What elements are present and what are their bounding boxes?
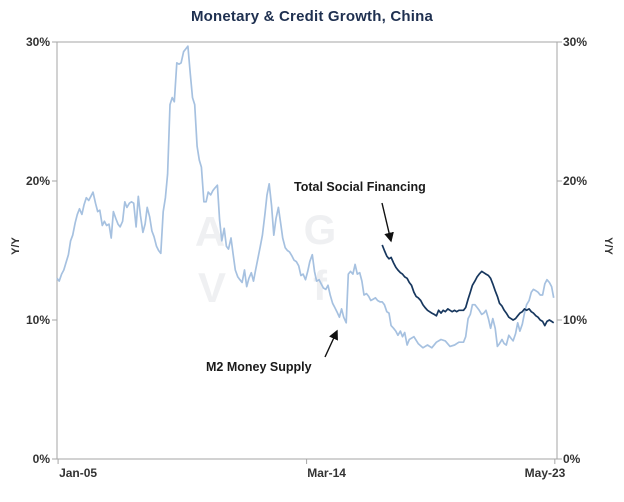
m2-annotation-arrow	[324, 329, 338, 358]
y-tick-label-right: 0%	[563, 452, 581, 466]
axis-tick-marks	[52, 41, 562, 464]
tsf-annotation-arrow	[381, 202, 394, 243]
y-tick-label-right: 10%	[563, 313, 588, 327]
series-line-total-social-financing	[381, 244, 555, 327]
series-lines	[56, 45, 555, 349]
watermark-letter: G	[303, 206, 337, 253]
annotation-m2-money-supply: M2 Money Supply	[206, 360, 312, 374]
series-line-m2-money-supply	[56, 45, 555, 349]
y-tick-label-right: 20%	[563, 174, 588, 188]
watermark-letter: f	[313, 262, 327, 309]
y-tick-label-left: 20%	[25, 174, 50, 188]
chart-title: Monetary & Credit Growth, China	[190, 8, 434, 25]
y-tick-label-left: 30%	[25, 35, 50, 49]
x-tick-label: Jan-05	[59, 466, 98, 480]
y-tick-label-left: 0%	[32, 452, 50, 466]
x-tick-label: May-23	[524, 466, 566, 480]
y-tick-label-left: 10%	[25, 313, 50, 327]
watermark-letter: V	[197, 264, 227, 311]
plot-border	[56, 41, 558, 460]
y-tick-label-right: 30%	[563, 35, 588, 49]
x-tick-label: Mar-14	[307, 466, 346, 480]
annotation-total-social-financing: Total Social Financing	[294, 180, 426, 194]
